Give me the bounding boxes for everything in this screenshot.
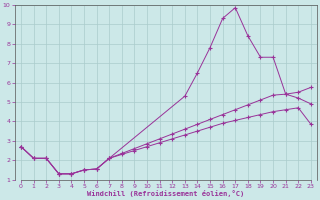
X-axis label: Windchill (Refroidissement éolien,°C): Windchill (Refroidissement éolien,°C) — [87, 190, 244, 197]
